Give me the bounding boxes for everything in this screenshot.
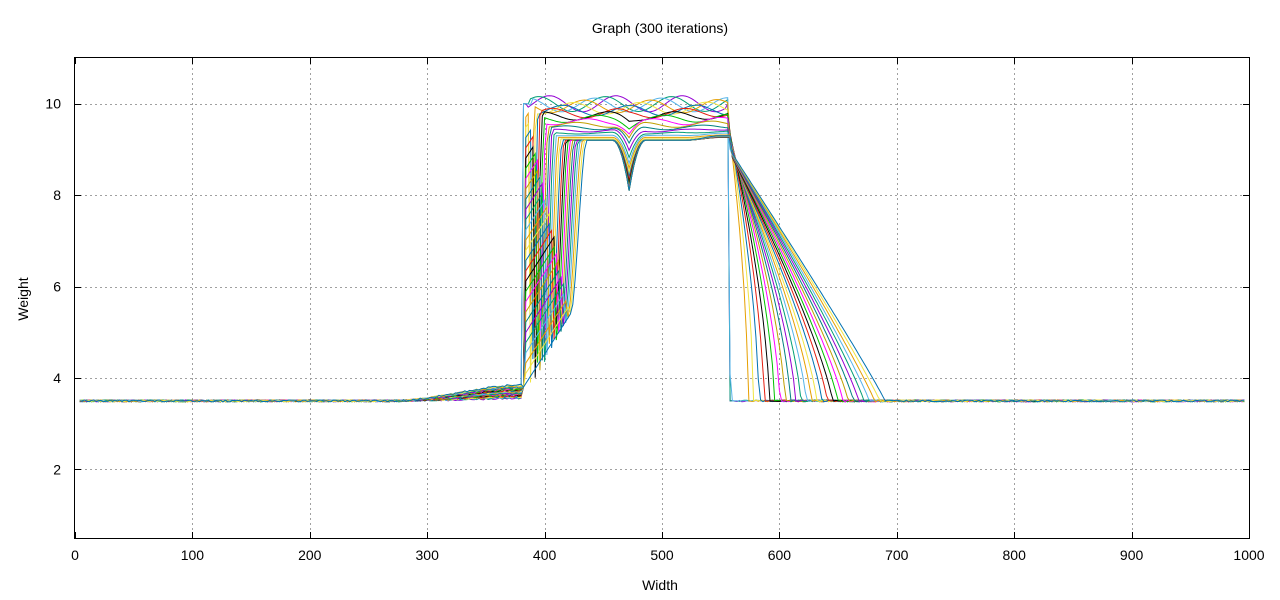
x-tick-label: 100 [181, 547, 205, 563]
x-tick-label: 0 [71, 547, 79, 563]
x-tick-label: 800 [1003, 547, 1027, 563]
y-tick-label: 10 [45, 96, 61, 112]
x-tick-label: 400 [533, 547, 557, 563]
plot-frame [74, 57, 1250, 539]
series-line [79, 130, 1245, 403]
grid-layer [75, 58, 1249, 538]
chart-title: Graph (300 iterations) [592, 20, 728, 36]
series-line [79, 128, 1245, 403]
x-tick-label: 500 [650, 547, 674, 563]
y-axis-label: Weight [15, 277, 31, 320]
y-tick-label: 6 [53, 279, 61, 295]
x-tick-label: 900 [1120, 547, 1144, 563]
y-tick-label: 8 [53, 187, 61, 203]
series-line [79, 135, 1245, 403]
series-line [79, 101, 1245, 403]
tick-layer: 0 100 200 300 400 500 600 700 800 900 1000 2 4 6 8 10 [45, 58, 1265, 563]
series-layer [79, 95, 1245, 403]
x-tick-label: 700 [885, 547, 909, 563]
x-tick-label: 1000 [1233, 547, 1264, 563]
y-tick-label: 2 [53, 461, 61, 477]
series-line [79, 107, 1245, 403]
x-tick-label: 200 [298, 547, 322, 563]
y-tick-label: 4 [53, 370, 61, 386]
x-axis-label: Width [642, 577, 678, 593]
x-tick-label: 300 [416, 547, 440, 563]
x-tick-label: 600 [768, 547, 792, 563]
